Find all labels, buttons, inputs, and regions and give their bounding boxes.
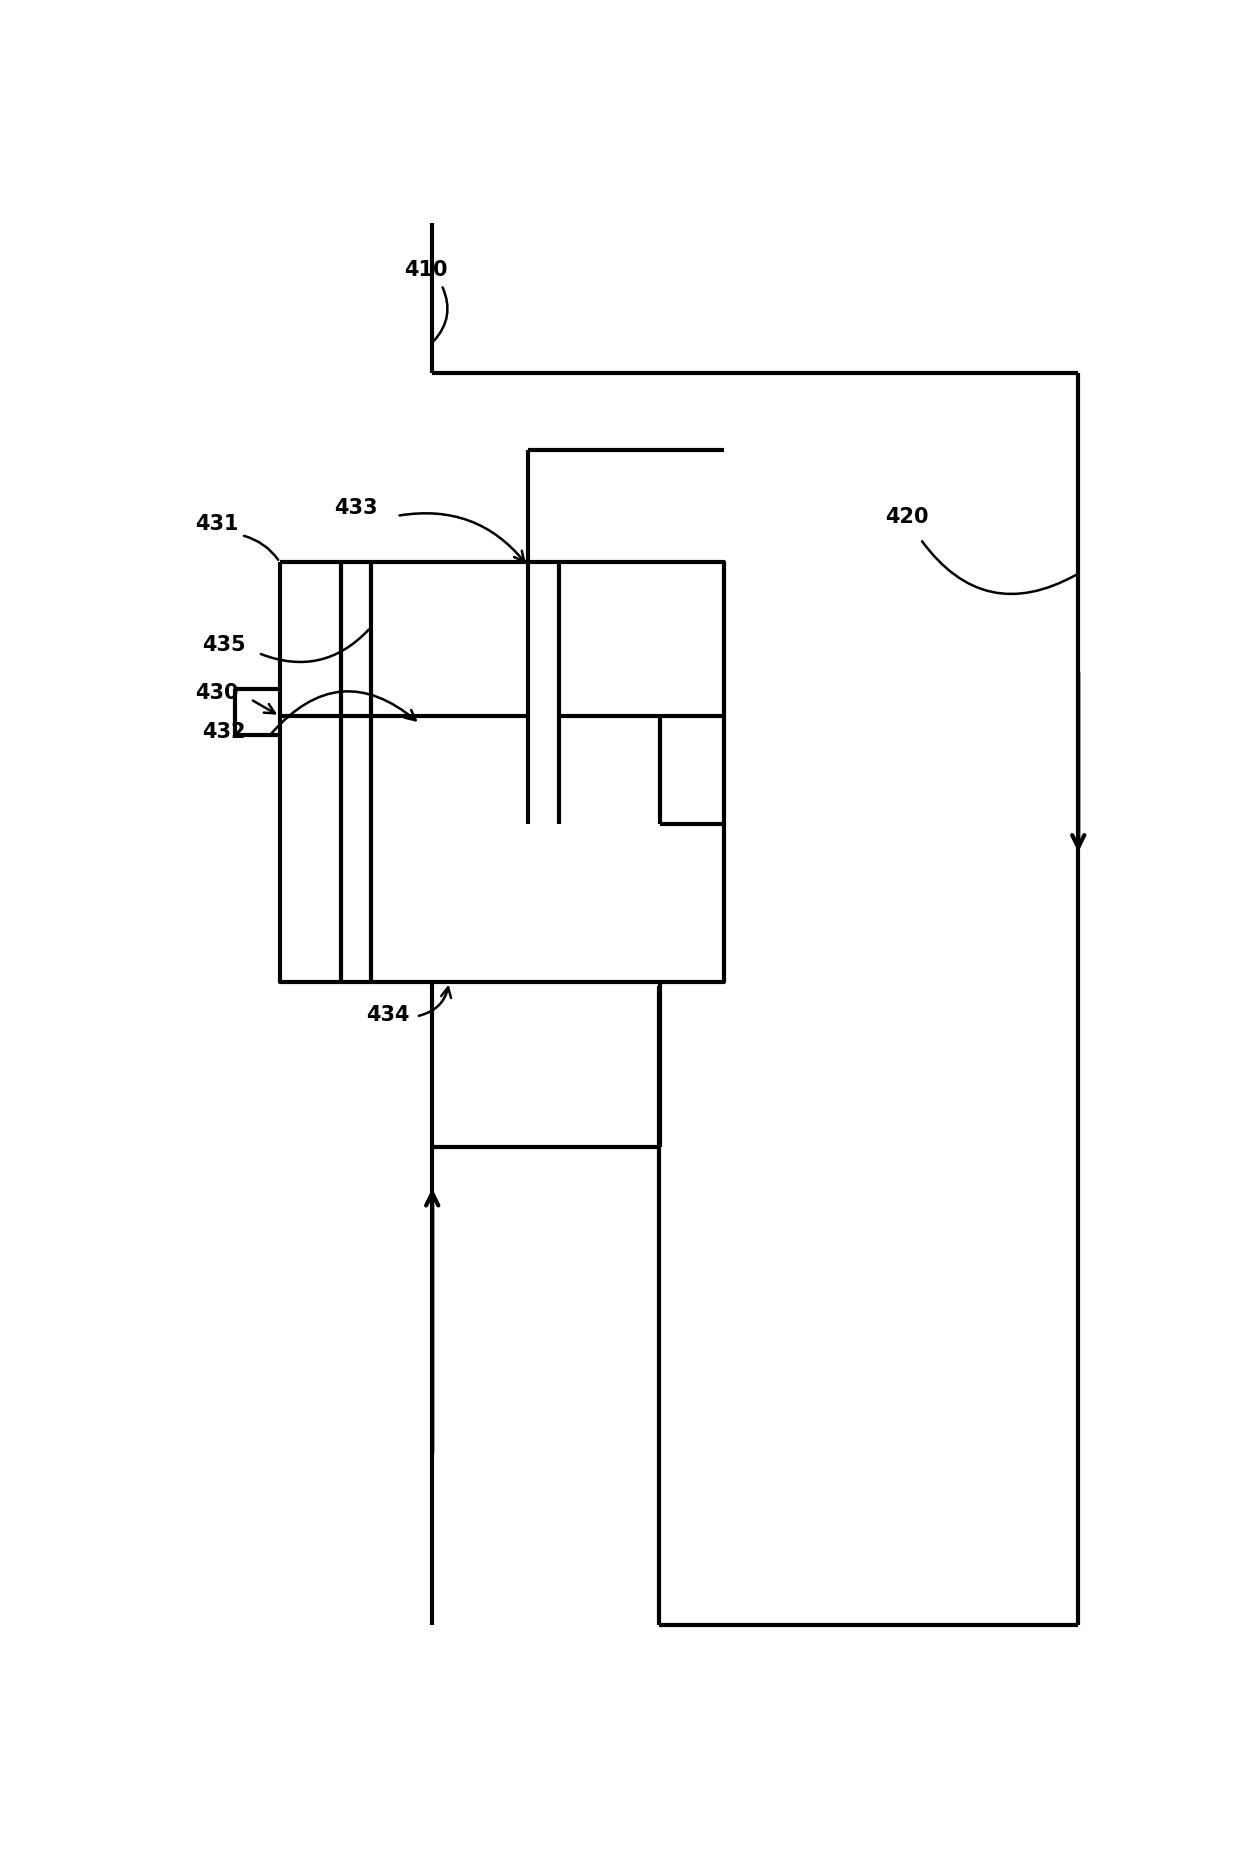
Text: 410: 410 — [404, 259, 448, 279]
Text: 430: 430 — [195, 683, 238, 703]
Text: 432: 432 — [202, 722, 246, 741]
Text: 420: 420 — [885, 508, 929, 527]
Text: 434: 434 — [366, 1005, 409, 1025]
Text: 431: 431 — [195, 514, 238, 534]
Text: 435: 435 — [202, 635, 246, 655]
Text: 433: 433 — [335, 499, 378, 517]
